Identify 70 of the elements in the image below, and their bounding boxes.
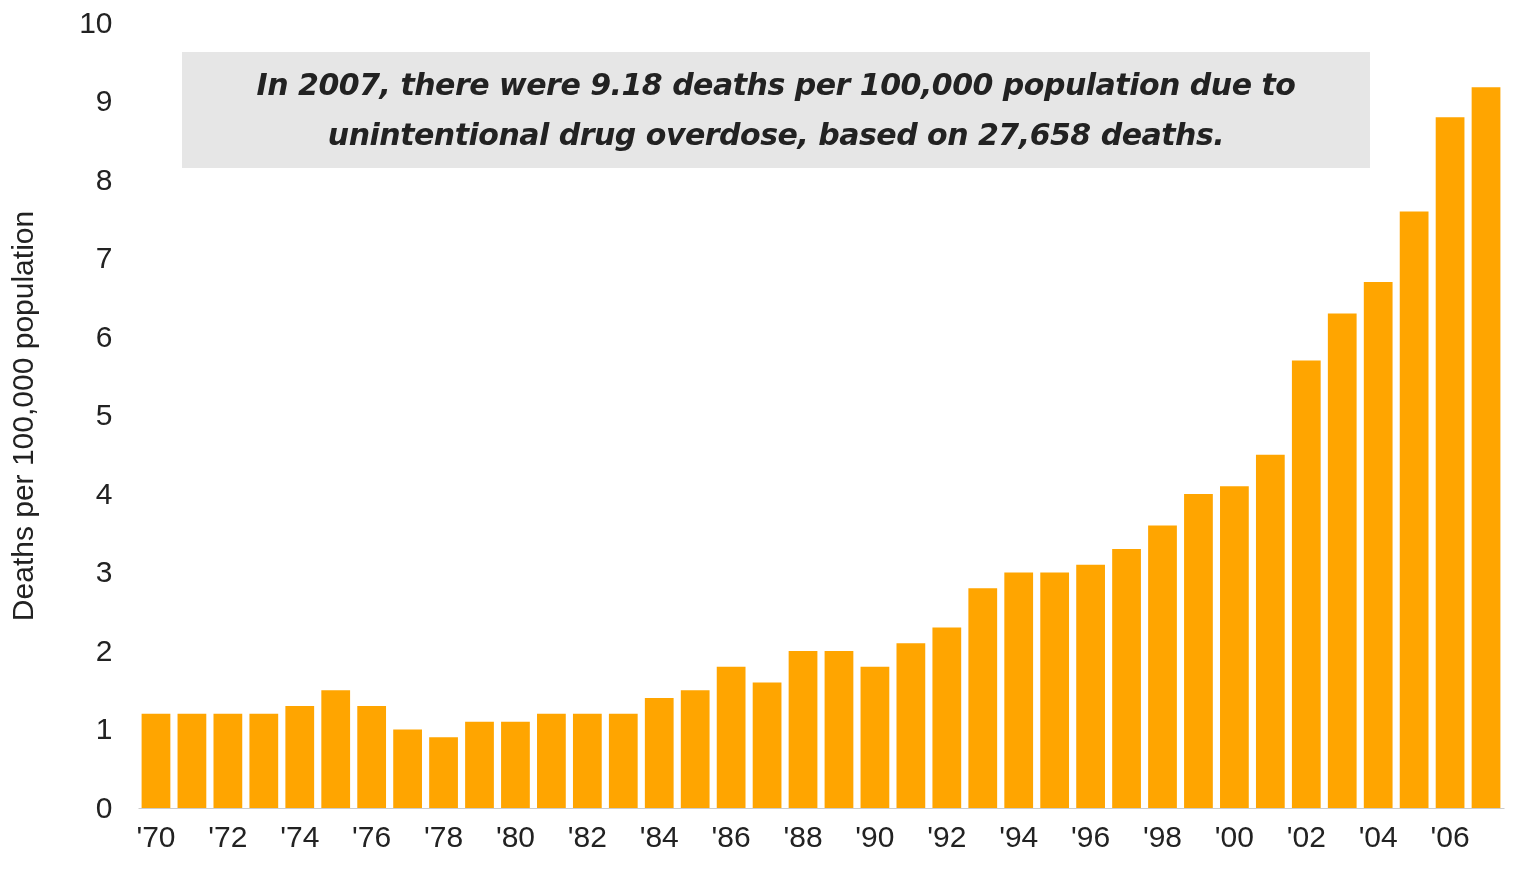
y-tick-label: 5 [95,398,113,431]
bar [393,729,422,808]
bar [1184,494,1213,808]
x-tick-label: '88 [783,819,823,853]
bar [321,690,351,808]
bar [249,713,279,808]
bar [429,737,458,808]
bar [1399,211,1429,808]
bar [644,698,674,808]
bar [716,666,746,808]
x-tick-label: '78 [424,819,464,853]
x-tick-label: '86 [711,819,751,853]
bar [1076,564,1105,808]
y-tick-label: 1 [95,712,113,745]
bar [1435,117,1465,808]
annotation: In 2007, there were 9.18 deaths per 100,000 population due to unintentional drug overdose, based on 27,658 deaths. [255,66,1297,154]
bar [824,651,854,808]
bar [1255,454,1285,808]
y-tick-label: 3 [95,555,113,588]
bar [860,666,890,808]
bar [968,588,998,808]
x-tick-label: '94 [999,819,1039,853]
bar [752,682,782,808]
y-tick-label: 7 [95,241,113,274]
y-tick-label: 4 [95,476,113,510]
bar [1363,282,1393,808]
bar [572,713,602,808]
bar [1040,572,1070,808]
bar [1112,548,1141,808]
y-tick-label: 8 [95,162,113,196]
bar [1327,313,1357,808]
bar [285,705,315,808]
x-tick-label: '90 [855,819,895,853]
y-tick-label: 0 [95,790,113,824]
bar [788,651,818,808]
x-tick-label: '72 [208,819,248,853]
bar [501,721,530,808]
x-tick-label: '96 [1071,819,1111,853]
x-tick-label: '82 [567,819,607,853]
bar [608,713,638,808]
x-tick-label: '00 [1214,819,1254,853]
bar [932,627,962,808]
x-tick-label: '06 [1430,819,1470,853]
bar [177,713,207,808]
bar [141,713,171,808]
bar [537,713,566,808]
x-tick-label: '84 [639,819,679,853]
x-tick-label: '98 [1142,819,1183,853]
bar [896,643,926,808]
x-tick-label: '04 [1358,819,1398,853]
bar [1004,572,1034,808]
bar [1220,486,1249,808]
x-tick-label: '92 [927,819,967,853]
bar [1291,360,1321,808]
x-tick-label: '02 [1286,819,1326,853]
bar [213,713,243,808]
x-tick-label: '80 [495,819,535,853]
y-tick-label: 10 [79,5,113,39]
bar [357,705,387,808]
bar [680,690,710,808]
y-tick-label: 9 [95,84,113,117]
bar [1148,525,1177,808]
y-tick-label: 2 [95,633,113,667]
y-tick-label: 6 [95,319,113,353]
x-tick-label: '70 [136,819,176,853]
bar [1471,87,1501,808]
y-axis-title: Deaths per 100,000 population [6,210,40,622]
x-tick-label: '76 [352,819,392,853]
bar [465,721,494,808]
x-tick-label: '74 [280,819,320,853]
